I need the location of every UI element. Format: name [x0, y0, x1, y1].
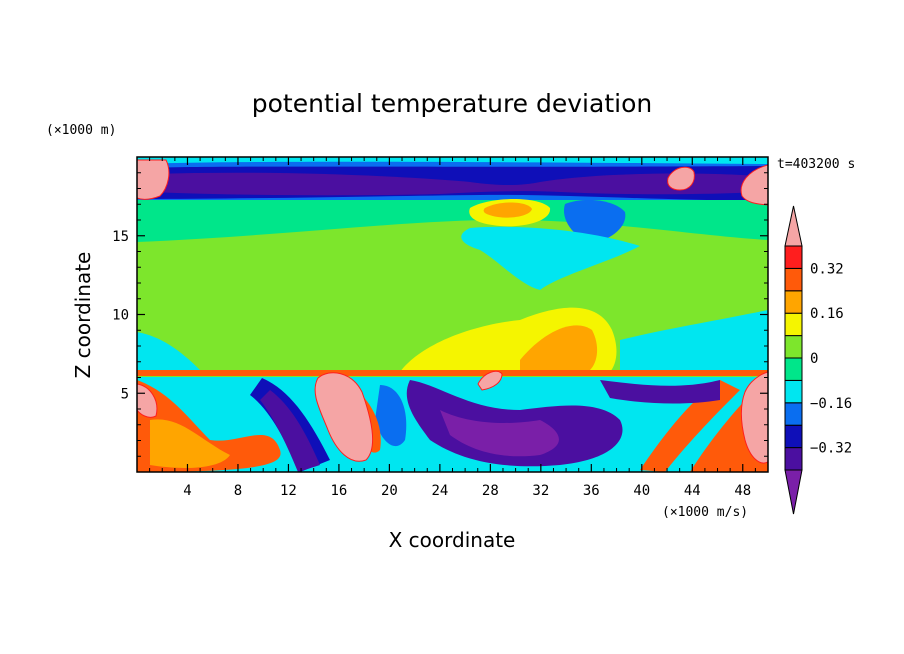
- y-tick-label: 10: [112, 308, 129, 324]
- field-lower-blue-b: [375, 385, 407, 447]
- colorbar-label: −0.32: [810, 441, 852, 457]
- time-label: t=403200 s: [777, 157, 855, 172]
- x-unit-label: (×1000 m/s): [662, 505, 748, 520]
- field-lower-purple-c: [440, 410, 559, 457]
- y-axis-label: Z coordinate: [71, 252, 95, 379]
- field-pink-bottom-left: [137, 383, 158, 418]
- colorbar-label: 0.32: [810, 261, 844, 277]
- plot-area: [137, 157, 768, 472]
- field-pink-top-left: [137, 159, 170, 200]
- x-tick-label: 8: [234, 483, 242, 499]
- colorbar-segment: [784, 290, 803, 314]
- field-pink-bottom-right: [740, 371, 768, 464]
- x-tick-label: 28: [482, 483, 499, 499]
- chart-title: potential temperature deviation: [252, 89, 652, 118]
- field-cyan-column: [461, 226, 640, 290]
- field-mid-orange: [520, 325, 598, 372]
- colorbar-segment: [784, 245, 803, 269]
- colorbar-segment: [784, 424, 803, 449]
- x-tick-label: 4: [183, 483, 191, 499]
- y-axis-ticks: 5 10 15: [112, 172, 768, 457]
- colorbar-extend-low: [784, 469, 803, 515]
- x-tick-label: 44: [684, 483, 701, 499]
- field-interface-line: [137, 370, 768, 376]
- colorbar-segment: [784, 267, 803, 292]
- field-cyan-left: [137, 332, 200, 372]
- x-tick-label: 16: [330, 483, 347, 499]
- field-cyan-right: [620, 310, 768, 372]
- x-tick-label: 32: [532, 483, 549, 499]
- x-tick-label: 36: [583, 483, 600, 499]
- x-tick-label: 24: [431, 483, 448, 499]
- colorbar-extend-high: [784, 205, 803, 247]
- field-upper-orange: [483, 202, 532, 218]
- colorbar-segment: [784, 312, 803, 337]
- x-tick-label: 20: [381, 483, 398, 499]
- field-lower-purple-a: [260, 390, 320, 472]
- y-tick-label: 15: [112, 229, 129, 245]
- field-pink-interface: [477, 370, 503, 391]
- y-tick-label: 5: [121, 386, 129, 402]
- x-tick-label: 48: [734, 483, 751, 499]
- field-pink-top-mid: [667, 166, 695, 191]
- colorbar-segment: [784, 379, 803, 404]
- colorbar-segment: [784, 357, 803, 381]
- colorbar-label: 0: [810, 351, 818, 367]
- field-lower-red-b: [640, 380, 740, 472]
- field-purple-band: [150, 172, 760, 196]
- colorbar-segment: [784, 447, 803, 471]
- x-axis-ticks: 4 8 12 16 20 24 28 32 36 40 44 48: [149, 157, 756, 499]
- x-tick-label: 40: [633, 483, 650, 499]
- colorbar-segment: [784, 402, 803, 426]
- x-tick-label: 12: [280, 483, 297, 499]
- colorbar-segment: [784, 335, 803, 359]
- colorbar-label: 0.16: [810, 306, 844, 322]
- colorbar-label: −0.16: [810, 396, 852, 412]
- colorbar: 0.32 0.16 0 −0.16 −0.32: [784, 205, 852, 515]
- x-axis-label: X coordinate: [389, 528, 516, 552]
- field-lower-orange: [150, 419, 230, 468]
- y-unit-label: (×1000 m): [46, 123, 116, 138]
- field-pink-plume: [314, 372, 374, 462]
- field-pink-top-right: [740, 164, 768, 206]
- field-lower-purple-d: [600, 380, 720, 404]
